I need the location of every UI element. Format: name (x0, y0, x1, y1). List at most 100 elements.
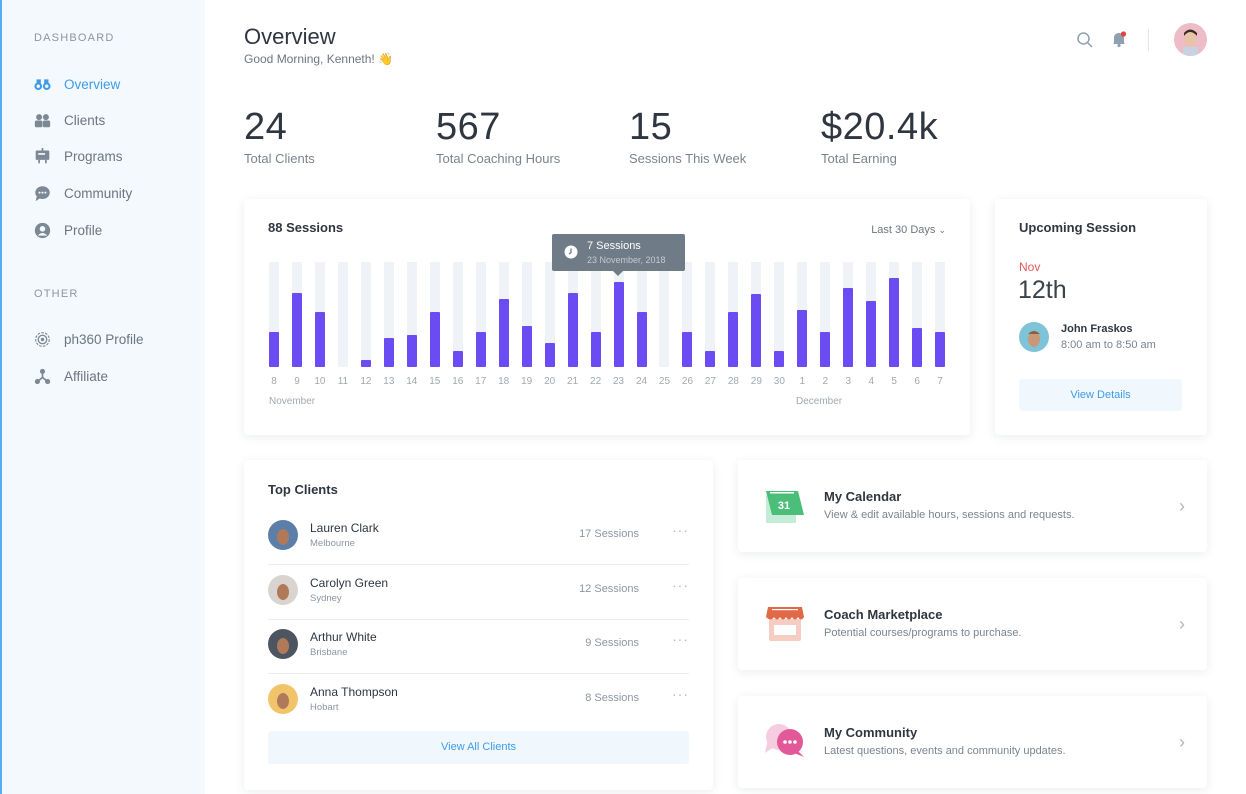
greeting: Good Morning, Kenneth! 👋 (244, 52, 393, 66)
bar-4[interactable] (866, 301, 877, 367)
client-row[interactable]: Carolyn Green Sydney 12 Sessions ··· (268, 565, 689, 620)
bar-19[interactable] (521, 325, 532, 367)
bar-6[interactable] (912, 328, 923, 367)
coach-marketplace-card[interactable]: Coach Marketplace Potential courses/prog… (738, 578, 1207, 670)
x-tick-label: 6 (914, 376, 920, 387)
bar-3[interactable] (843, 288, 854, 367)
x-tick-label: 14 (406, 376, 418, 387)
bar-22[interactable] (590, 331, 601, 367)
bar-track (590, 262, 601, 367)
chat-bubbles-icon (765, 724, 804, 757)
sidebar-item-community[interactable]: Community (34, 185, 132, 202)
sidebar-item-clients[interactable]: Clients (34, 112, 105, 129)
bar-15[interactable] (429, 312, 440, 367)
sidebar-item-label: Affiliate (64, 369, 109, 384)
bar-track (705, 262, 716, 367)
stat-value: 567 (436, 106, 501, 148)
client-row[interactable]: Lauren Clark Melbourne 17 Sessions ··· (268, 510, 689, 565)
bar-26[interactable] (682, 331, 693, 367)
range-select-value: Last 30 Days (871, 224, 936, 236)
bar-16[interactable] (452, 351, 463, 367)
bar-5[interactable] (889, 278, 900, 367)
user-avatar[interactable] (1174, 23, 1207, 56)
view-details-button[interactable]: View Details (1019, 379, 1182, 411)
tooltip-date: 23 November, 2018 (587, 255, 666, 265)
bar-29[interactable] (751, 294, 762, 367)
bar-24[interactable] (636, 312, 647, 367)
bar-17[interactable] (475, 331, 486, 367)
bar-23[interactable] (613, 282, 624, 367)
view-all-clients-button[interactable]: View All Clients (268, 731, 689, 764)
sidebar-item-ph360-profile[interactable]: ph360 Profile (34, 331, 144, 348)
search-icon[interactable] (1076, 31, 1094, 49)
binoculars-icon (34, 79, 51, 91)
bar-1[interactable] (797, 309, 808, 367)
my-community-card[interactable]: My Community Latest questions, events an… (738, 696, 1207, 788)
bar-30[interactable] (774, 351, 785, 367)
x-tick-label: 25 (658, 376, 671, 387)
x-tick-label: 26 (681, 376, 694, 387)
chart-title: 88 Sessions (268, 220, 344, 235)
sidebar-item-label: Community (64, 186, 133, 201)
range-select[interactable]: Last 30 Days ⌄ (871, 224, 946, 236)
x-tick-label: 21 (567, 376, 579, 387)
bar-12[interactable] (360, 359, 371, 367)
month-label-december: December (796, 396, 843, 407)
bar-track (406, 262, 417, 367)
my-calendar-card[interactable]: 31 My Calendar View & edit available hou… (738, 460, 1207, 552)
client-row[interactable]: Arthur White Brisbane 9 Sessions ··· (268, 619, 689, 675)
bar-track (360, 262, 371, 367)
sidebar-item-affiliate[interactable]: Affiliate (34, 368, 108, 385)
chevron-right-icon: › (1179, 614, 1185, 634)
stat-value: $20.4k (821, 106, 939, 148)
bar-9[interactable] (291, 292, 302, 367)
sidebar-item-programs[interactable]: Programs (34, 148, 123, 165)
bar-28[interactable] (728, 312, 739, 367)
bar-10[interactable] (314, 312, 325, 367)
client-avatar (268, 520, 298, 550)
x-tick-label: 27 (704, 376, 716, 387)
sidebar-item-profile[interactable]: Profile (34, 222, 102, 239)
more-options-icon[interactable]: ··· (672, 522, 689, 538)
bar-track (337, 262, 348, 367)
chevron-right-icon: › (1179, 732, 1185, 752)
bar-7[interactable] (935, 331, 946, 367)
stat-sessions-this-week: 15 Sessions This Week (629, 106, 746, 166)
page-title: Overview (244, 24, 336, 49)
calendar-icon: 31 (766, 491, 804, 523)
client-row[interactable]: Anna Thompson Hobart 8 Sessions ··· (268, 674, 689, 729)
x-tick-label: 19 (521, 376, 533, 387)
bar-14[interactable] (406, 335, 417, 367)
x-tick-label: 30 (773, 376, 785, 387)
more-options-icon[interactable]: ··· (672, 576, 689, 593)
x-tick-label: 10 (314, 376, 326, 387)
bar-13[interactable] (383, 337, 394, 367)
upcoming-session-card: Upcoming Session Nov 12th John Fraskos 8… (995, 199, 1207, 435)
stat-label: Total Clients (244, 151, 315, 166)
x-tick-label: 15 (429, 376, 441, 387)
x-tick-label: 3 (845, 376, 852, 387)
x-tick-label: 1 (799, 376, 806, 387)
bar-track (269, 262, 279, 367)
client-city: Melbourne (310, 538, 355, 549)
bar-21[interactable] (567, 292, 578, 367)
bar-2[interactable] (820, 331, 831, 367)
x-tick-label: 4 (868, 376, 874, 387)
bar-8[interactable] (269, 331, 279, 367)
bar-18[interactable] (498, 299, 509, 367)
bar-27[interactable] (705, 351, 716, 367)
bar-track (820, 262, 831, 367)
section-label-other: OTHER (34, 288, 79, 300)
user-circle-icon (34, 222, 51, 239)
bell-icon[interactable] (1110, 30, 1128, 48)
more-options-icon[interactable]: ··· (672, 631, 689, 648)
x-tick-label: 12 (360, 376, 372, 387)
bar-20[interactable] (544, 342, 555, 367)
bar-track (935, 262, 946, 367)
stat-label: Sessions This Week (629, 151, 747, 166)
sidebar-item-overview[interactable]: Overview (34, 76, 120, 93)
more-options-icon[interactable]: ··· (672, 686, 689, 703)
client-avatar (268, 629, 298, 660)
bar-track (383, 262, 394, 367)
sidebar-item-label: Profile (64, 223, 103, 238)
